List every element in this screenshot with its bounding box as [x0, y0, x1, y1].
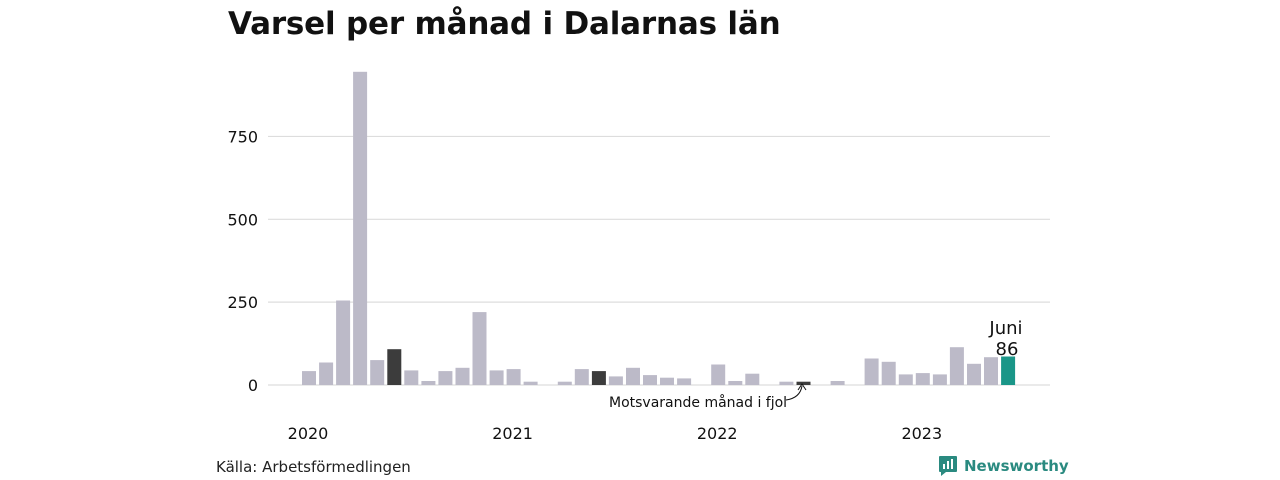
prior-year-bar: [591, 371, 606, 385]
bar: [643, 375, 657, 385]
bar: [319, 362, 334, 385]
source-note: Källa: Arbetsförmedlingen: [216, 458, 411, 476]
annotation-group: Motsvarande månad i fjol: [609, 383, 807, 411]
newsworthy-logo-icon: [939, 456, 957, 476]
bar: [608, 376, 623, 385]
bar: [915, 373, 930, 385]
x-tick-label: 2021: [492, 424, 533, 443]
bars: [302, 71, 1016, 386]
bar: [557, 381, 572, 385]
bar: [574, 369, 589, 385]
current-month-bar: [1001, 356, 1016, 385]
brand-name: Newsworthy: [964, 457, 1069, 475]
y-axis-ticks: 0 250 500 750: [227, 127, 258, 395]
prior-year-bar: [796, 381, 811, 385]
bar: [370, 360, 385, 385]
highlight-month-label: Juni: [988, 318, 1022, 339]
bar: [506, 369, 521, 385]
bar: [438, 371, 453, 385]
bar: [711, 364, 726, 385]
bar: [745, 373, 760, 385]
y-tick-label: 500: [227, 210, 258, 229]
bar: [523, 381, 538, 385]
bar: [830, 381, 845, 385]
bar: [626, 367, 640, 385]
y-tick-label: 0: [248, 376, 258, 395]
bar: [472, 312, 487, 385]
brand-logo[interactable]: Newsworthy: [938, 455, 1069, 477]
x-tick-label: 2020: [288, 424, 329, 443]
bar: [336, 300, 351, 385]
y-tick-label: 250: [227, 293, 258, 312]
x-axis-ticks: 2020 2021 2022 2023: [288, 424, 943, 443]
bar: [302, 371, 316, 385]
bar: [455, 367, 470, 385]
bar: [898, 374, 913, 385]
bar: [404, 370, 419, 385]
chart-title: Varsel per månad i Dalarnas län: [228, 6, 781, 42]
bar: [864, 358, 879, 385]
bar: [779, 381, 794, 385]
y-tick-label: 750: [227, 127, 258, 146]
bar: [967, 363, 981, 385]
bar: [353, 71, 368, 386]
bar: [932, 374, 947, 385]
bar: [421, 381, 436, 385]
prior-year-bar: [387, 349, 402, 385]
gridlines: [268, 135, 1050, 386]
bar: [949, 347, 964, 385]
x-tick-label: 2022: [697, 424, 738, 443]
annotation-arrowhead: [797, 383, 807, 391]
bar: [489, 370, 504, 385]
x-tick-label: 2023: [901, 424, 942, 443]
bar: [881, 361, 896, 385]
bar: [984, 357, 998, 385]
bar: [728, 381, 743, 385]
bar: [660, 377, 674, 385]
bar: [677, 378, 692, 385]
annotation-label: Motsvarande månad i fjol: [609, 394, 787, 411]
highlight-value-label: 86: [996, 339, 1019, 360]
annotation-arrow: [785, 385, 803, 401]
